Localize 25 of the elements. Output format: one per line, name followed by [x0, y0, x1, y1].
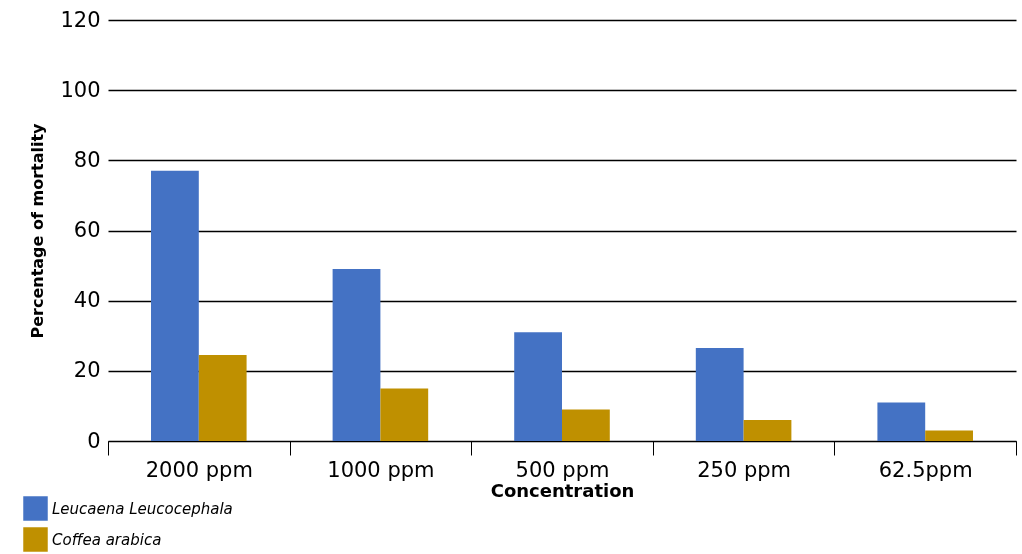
- bar: [562, 409, 610, 441]
- bar: [332, 269, 381, 441]
- y-tick-label: 0: [87, 428, 101, 453]
- y-tick-label: 60: [73, 218, 101, 242]
- x-tick-label: 62.5ppm: [878, 457, 973, 482]
- x-tick-label: 250 ppm: [697, 457, 792, 482]
- y-tick-label: 120: [60, 7, 101, 32]
- bar: [695, 348, 744, 441]
- bar: [198, 355, 247, 441]
- y-tick-label: 40: [73, 288, 101, 313]
- y-tick-label: 100: [60, 77, 101, 102]
- bar: [743, 419, 792, 441]
- x-tick-label: 500 ppm: [515, 457, 610, 482]
- legend-label: Coffea arabica: [52, 530, 162, 549]
- x-tick-label: 2000 ppm: [145, 457, 253, 482]
- y-tick-label: 20: [73, 358, 101, 383]
- bar: [380, 388, 429, 441]
- legend-label: Leucaena Leucocephala: [52, 499, 233, 518]
- x-tick-label: 1000 ppm: [327, 457, 435, 482]
- bar: [877, 402, 926, 441]
- bar: [925, 430, 973, 441]
- y-axis-title: Percentage of mortality: [28, 122, 48, 339]
- bar: [151, 170, 199, 441]
- bar: [514, 332, 562, 441]
- y-tick-label: 80: [73, 147, 101, 172]
